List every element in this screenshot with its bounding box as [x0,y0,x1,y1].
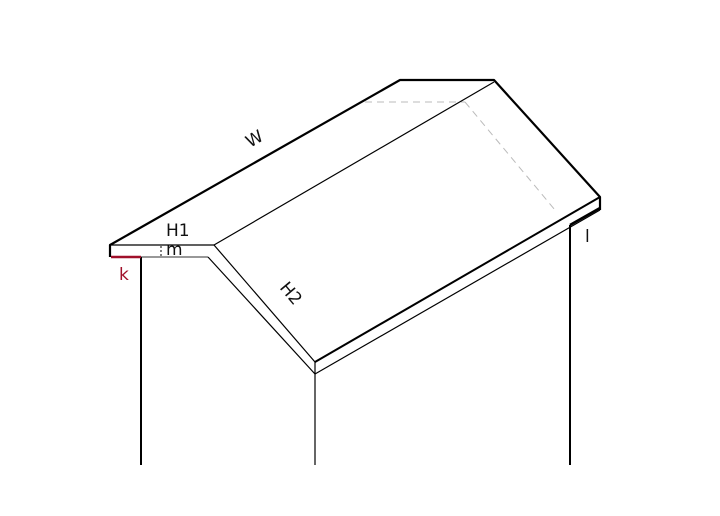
right-eave-thick [569,206,601,227]
left-roof-outer-edge [108,78,602,257]
label-l: l [585,227,590,247]
valley-top [213,244,316,363]
hidden-edge-side [464,101,556,211]
valley-bottom [207,256,316,375]
label-h2: H2 [275,278,305,309]
label-k: k [119,265,129,285]
right-roof-front-bottom [314,209,601,375]
ridge-front-edge [213,81,495,246]
right-roof-front-top [314,196,601,363]
label-h1: H1 [166,221,190,241]
label-m: m [166,240,183,260]
label-w: W [243,127,268,153]
